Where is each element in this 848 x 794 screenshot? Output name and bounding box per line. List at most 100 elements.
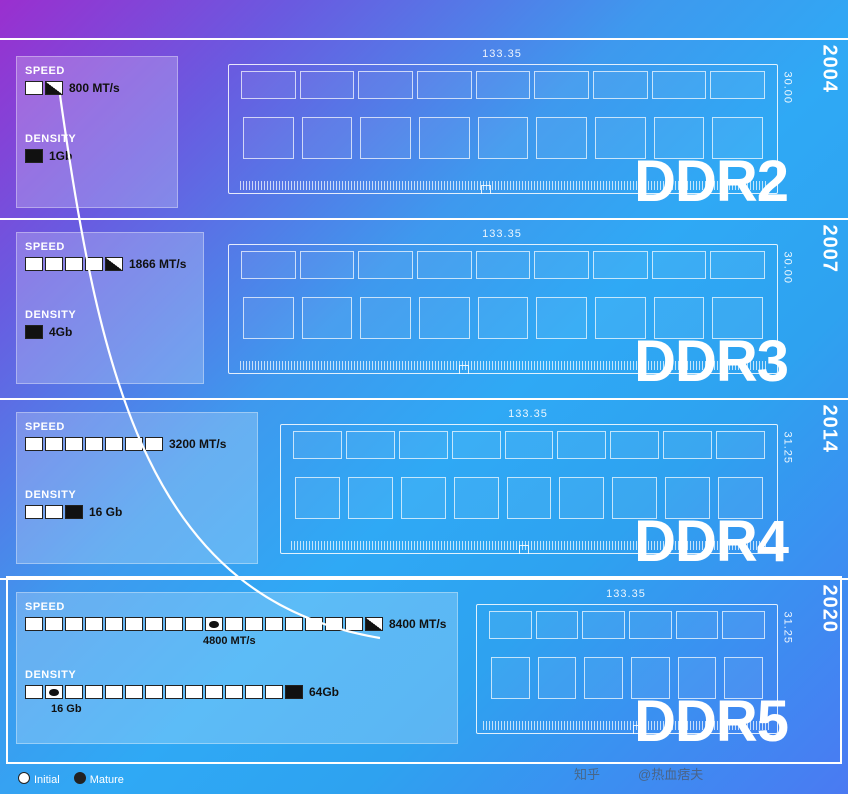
module-chip [295,477,340,519]
indicator-box [25,325,43,339]
indicator-box [85,257,103,271]
density-indicator: 1Gb [25,149,72,163]
module-chip [302,297,353,339]
density-label: DENSITY [25,133,76,145]
module-chip [348,477,393,519]
density-indicator: 16 Gb [25,505,122,519]
module-chip [507,477,552,519]
speed-value: 3200 MT/s [169,437,226,451]
module-chip [595,297,646,339]
watermark-author: @热血痞夫 [638,764,703,783]
module-slot [557,431,606,459]
dim-height: 30.00 [782,251,794,284]
module-chip [718,477,763,519]
indicator-box [65,505,83,519]
module-slot [358,71,413,99]
indicator-box [65,257,83,271]
watermark-site: 知乎 [574,764,600,783]
speed-label: SPEED [25,421,65,433]
legend: Initial Mature [18,772,124,786]
info-card: SPEED 1866 MT/s DENSITY 4Gb [16,232,204,384]
module-chip [454,477,499,519]
module-slot [716,431,765,459]
module-chip [536,117,587,159]
module-chip [419,297,470,339]
indicator-box [105,257,123,271]
module-slot [300,251,355,279]
module-chip [654,117,705,159]
module-slot [652,251,707,279]
year-label: 2004 [817,45,840,94]
module-notch [481,185,491,194]
module-chip [712,117,763,159]
density-value: 1Gb [49,149,72,163]
indicator-box [145,437,163,451]
module-slot [652,71,707,99]
module-slot [710,251,765,279]
module-slot [476,71,531,99]
module-slot [300,71,355,99]
module-chip [665,477,710,519]
module-chip [478,117,529,159]
indicator-box [25,505,43,519]
module-slot [534,251,589,279]
ddr5-highlight [6,576,842,764]
module-chip [360,117,411,159]
legend-initial: Initial [18,772,60,786]
memory-module-outline [280,424,778,554]
indicator-box [25,437,43,451]
module-chip [419,117,470,159]
density-label: DENSITY [25,309,76,321]
module-chip [559,477,604,519]
indicator-box [45,437,63,451]
module-pins [240,361,766,370]
year-label: 2007 [817,225,840,274]
module-slot [452,431,501,459]
legend-mature: Mature [74,772,124,786]
module-slot [346,431,395,459]
speed-label: SPEED [25,241,65,253]
speed-indicator: 3200 MT/s [25,437,226,451]
module-chip [712,297,763,339]
density-indicator: 4Gb [25,325,72,339]
memory-module-outline [228,64,778,194]
module-slot [241,71,296,99]
density-value: 4Gb [49,325,72,339]
module-notch [519,545,529,554]
dim-height: 31.25 [782,431,794,464]
legend-mature-label: Mature [90,774,124,786]
dim-width: 133.35 [228,228,776,240]
indicator-box [25,257,43,271]
legend-initial-label: Initial [34,774,60,786]
speed-indicator: 800 MT/s [25,81,120,95]
info-card: SPEED800 MT/sDENSITY1Gb [16,56,178,208]
indicator-box [45,505,63,519]
module-notch [459,365,469,374]
density-value: 16 Gb [89,505,122,519]
module-chip [401,477,446,519]
module-chip [302,117,353,159]
module-slot [476,251,531,279]
module-slot [417,71,472,99]
indicator-box [85,437,103,451]
dim-height: 30.00 [782,71,794,104]
module-chip [243,117,294,159]
speed-value: 800 MT/s [69,81,120,95]
module-chip [595,117,646,159]
dim-width: 133.35 [280,408,776,420]
speed-indicator: 1866 MT/s [25,257,186,271]
module-chip [654,297,705,339]
module-slot [399,431,448,459]
module-chip [478,297,529,339]
module-chip [360,297,411,339]
module-slot [710,71,765,99]
speed-value: 1866 MT/s [129,257,186,271]
indicator-box [65,437,83,451]
indicator-box [45,81,63,95]
module-slot [593,71,648,99]
indicator-box [45,257,63,271]
module-slot [610,431,659,459]
info-card: SPEED3200 MT/sDENSITY16 Gb [16,412,258,564]
module-slot [593,251,648,279]
indicator-box [25,149,43,163]
